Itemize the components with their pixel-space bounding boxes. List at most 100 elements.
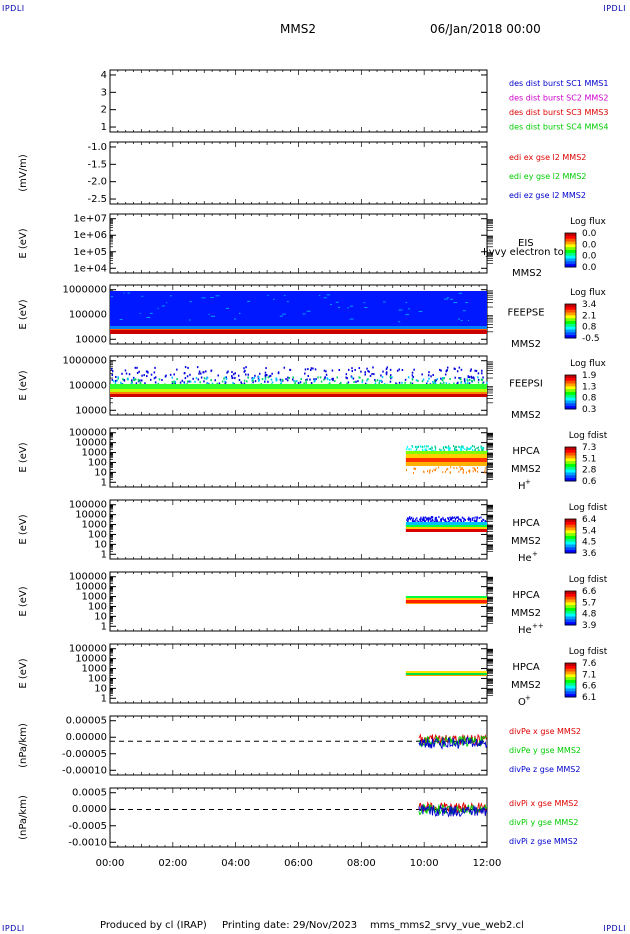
spectrogram-speck (181, 379, 184, 382)
colorbar-segment (565, 309, 576, 313)
spectrogram-speck (458, 366, 461, 369)
spectrogram-speck (267, 380, 269, 383)
spectrogram-speck (352, 377, 355, 380)
spectrogram-speck (133, 379, 135, 382)
spectrogram-speck (475, 516, 477, 519)
spectrogram-band (405, 598, 487, 600)
species-label: H (518, 481, 526, 492)
spectrogram-speck (351, 367, 353, 370)
colorbar-segment (565, 544, 576, 548)
spectrogram-speck (480, 520, 483, 523)
spectrogram-speck (238, 312, 241, 314)
spectrogram-speck (264, 378, 267, 381)
spectrogram-speck (291, 378, 294, 381)
spectrogram-speck (458, 445, 460, 448)
spectrogram-speck (468, 378, 471, 381)
spectrogram-speck (481, 369, 483, 372)
spectrogram-speck (183, 372, 186, 375)
spectrogram-speck (445, 370, 448, 373)
spectrogram-speck (171, 382, 174, 385)
spectrogram-speck (136, 371, 139, 374)
spectrogram-speck (149, 378, 152, 381)
spectrogram-speck (398, 381, 401, 384)
spectrogram-speck (470, 446, 472, 449)
spectrogram-speck (472, 376, 475, 379)
spectrogram-fill (110, 291, 487, 327)
spectrogram-speck (361, 379, 364, 382)
spectrogram-speck (231, 377, 234, 380)
spectrogram-speck (264, 374, 267, 377)
colorbar-segment (565, 392, 576, 396)
colorbar-segment (565, 247, 576, 251)
spectrogram-speck (378, 379, 381, 382)
spectrogram-speck (286, 301, 289, 303)
spectrogram-speck (455, 516, 458, 519)
colorbar-segment (565, 602, 576, 606)
spectrogram-speck (431, 516, 434, 519)
spectrogram-speck (411, 371, 414, 374)
spectrogram-speck (451, 516, 453, 519)
spectrogram-speck (447, 447, 450, 450)
spectrogram-speck (279, 378, 282, 381)
spectrogram-speck (276, 378, 278, 381)
spectrogram-speck (243, 370, 246, 373)
x-tick-label: 12:00 (473, 858, 502, 869)
spectrogram-speck (454, 376, 457, 379)
spectrogram-speck (218, 382, 221, 385)
spectrogram-speck (347, 381, 350, 384)
y-tick-label: 10000 (75, 510, 107, 521)
spectrogram-speck (337, 306, 341, 308)
spectrogram-speck (466, 449, 468, 452)
y-tick-label: 1e+05 (73, 247, 107, 258)
colorbar-segment (565, 541, 576, 545)
spectrogram-speck (424, 449, 427, 452)
colorbar-segment (565, 593, 576, 598)
spectrogram-speck (422, 517, 424, 520)
spectrogram-speck (471, 379, 473, 382)
spacecraft-label: MMS2 (511, 410, 541, 421)
spectrogram-band (405, 596, 487, 598)
spectrogram-speck (472, 470, 474, 473)
colorbar-tick-label: 0.3 (582, 405, 596, 415)
species-label: O (518, 697, 526, 708)
spectrogram-speck (450, 466, 452, 469)
spectrogram-speck (214, 379, 217, 382)
colorbar-segment (565, 475, 576, 479)
spectrogram-speck (286, 379, 289, 382)
spectrogram-speck (283, 366, 286, 369)
spectrogram-speck (413, 368, 415, 371)
spectrogram-speck (443, 377, 446, 380)
spectrogram-speck (477, 378, 480, 381)
spectrogram-speck (407, 520, 409, 523)
spectrogram-speck (174, 382, 176, 385)
spectrogram-speck (462, 471, 464, 474)
spectrogram-speck (309, 378, 311, 381)
spectrogram-speck (453, 467, 455, 470)
spectrogram-speck (238, 378, 241, 381)
y-tick-label: 1000 (82, 664, 107, 675)
spectrogram-speck (269, 374, 272, 377)
colorbar-tick-label: 7.6 (582, 659, 597, 669)
spectrogram-speck (477, 376, 479, 379)
spectrogram-speck (429, 517, 431, 520)
spectrogram-speck (293, 380, 295, 383)
spectrogram-speck (455, 448, 457, 451)
spectrogram-speck (211, 382, 214, 385)
spectrogram-speck (405, 301, 408, 303)
spectrogram-speck (448, 447, 450, 450)
colorbar-segment (565, 469, 576, 473)
spectrogram-speck (466, 382, 469, 385)
spectrogram-speck (439, 448, 441, 451)
spectrogram-speck (440, 369, 442, 372)
colorbar-segment (565, 386, 576, 390)
colorbar-segment (565, 519, 576, 523)
spectrogram-speck (413, 520, 415, 523)
spectrogram-speck (309, 369, 312, 372)
spectrogram-speck (459, 448, 462, 451)
spectrogram-speck (456, 516, 458, 519)
spectrogram-speck (429, 471, 431, 474)
spectrogram-speck (408, 448, 410, 451)
colorbar-segment (565, 622, 576, 626)
instrument-label: EIS (518, 238, 534, 249)
spacecraft-title: MMS2 (280, 22, 316, 36)
